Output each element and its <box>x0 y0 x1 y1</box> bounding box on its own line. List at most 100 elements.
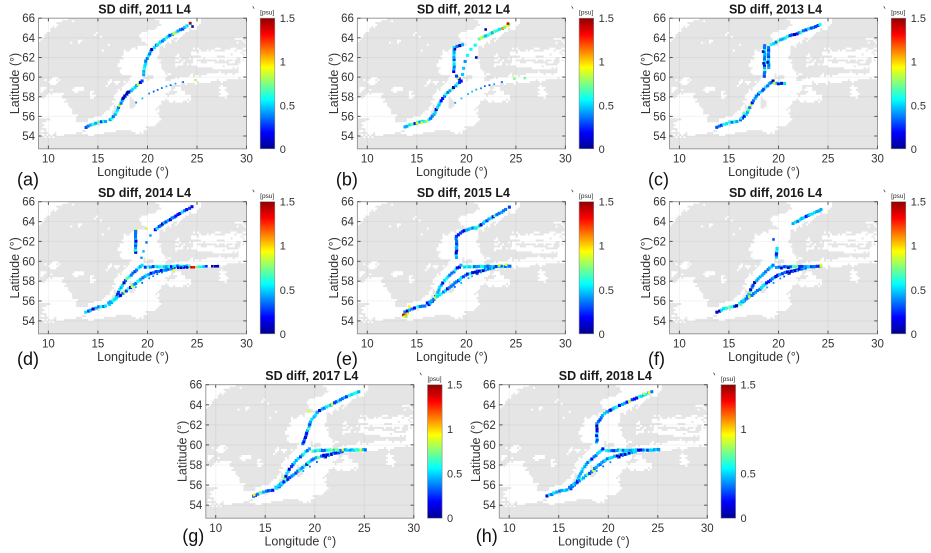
svg-text:SD diff, 2011 L4: SD diff, 2011 L4 <box>98 2 190 16</box>
svg-text:1: 1 <box>741 424 747 436</box>
svg-text:10: 10 <box>503 523 516 535</box>
svg-text:64: 64 <box>341 33 354 45</box>
svg-text:15: 15 <box>92 153 105 165</box>
svg-text:15: 15 <box>723 338 736 350</box>
svg-text:(g): (g) <box>182 526 204 546</box>
svg-text:58: 58 <box>341 92 354 104</box>
svg-text:64: 64 <box>22 217 35 229</box>
svg-text:(h): (h) <box>476 526 498 546</box>
svg-text:64: 64 <box>22 33 35 45</box>
svg-text:Longitude (°): Longitude (°) <box>97 165 169 179</box>
svg-text:Longitude (°): Longitude (°) <box>728 165 800 179</box>
svg-text:20: 20 <box>460 153 473 165</box>
svg-text:60: 60 <box>22 72 35 84</box>
svg-text:0.5: 0.5 <box>280 100 295 112</box>
svg-text:0.5: 0.5 <box>741 469 756 481</box>
svg-text:66: 66 <box>22 197 35 209</box>
svg-text:66: 66 <box>22 13 35 25</box>
svg-text:Longitude (°): Longitude (°) <box>558 535 630 549</box>
svg-text:25: 25 <box>191 153 204 165</box>
svg-text:30: 30 <box>871 338 884 350</box>
svg-text:56: 56 <box>22 111 35 123</box>
svg-text:Latitude (°): Latitude (°) <box>469 421 483 482</box>
svg-text:54: 54 <box>653 316 666 328</box>
svg-text:58: 58 <box>22 276 35 288</box>
svg-text:20: 20 <box>772 153 785 165</box>
svg-text:62: 62 <box>653 53 666 65</box>
svg-text:30: 30 <box>240 338 253 350</box>
svg-text:10: 10 <box>673 338 686 350</box>
svg-text:1: 1 <box>599 57 605 69</box>
svg-text:25: 25 <box>822 338 835 350</box>
svg-text:66: 66 <box>341 197 354 209</box>
svg-text:1: 1 <box>911 241 917 253</box>
svg-text:62: 62 <box>653 236 666 248</box>
svg-text:66: 66 <box>483 380 496 392</box>
svg-text:SD diff, 2017 L4: SD diff, 2017 L4 <box>265 369 358 383</box>
svg-text:SD diff, 2015 L4: SD diff, 2015 L4 <box>417 186 510 200</box>
svg-text:0.5: 0.5 <box>447 469 462 481</box>
svg-text:58: 58 <box>190 460 203 472</box>
svg-text:1.5: 1.5 <box>911 197 926 209</box>
svg-text:56: 56 <box>483 480 496 492</box>
svg-text:58: 58 <box>653 276 666 288</box>
svg-text:(c): (c) <box>648 169 669 189</box>
svg-text:54: 54 <box>341 316 354 328</box>
svg-text:60: 60 <box>483 440 496 452</box>
svg-text:60: 60 <box>653 256 666 268</box>
svg-text:[psu]: [psu] <box>721 376 735 383</box>
svg-text:1.5: 1.5 <box>280 197 295 209</box>
svg-text:Latitude (°): Latitude (°) <box>327 53 341 114</box>
svg-text:1.5: 1.5 <box>447 380 462 392</box>
svg-text:1: 1 <box>911 57 917 69</box>
svg-text:10: 10 <box>42 153 55 165</box>
svg-text:0: 0 <box>911 144 917 156</box>
svg-text:30: 30 <box>559 338 572 350</box>
svg-text:62: 62 <box>22 53 35 65</box>
svg-text:60: 60 <box>341 256 354 268</box>
svg-text:54: 54 <box>190 500 203 512</box>
svg-text:0.5: 0.5 <box>911 285 926 297</box>
svg-text:15: 15 <box>723 153 736 165</box>
svg-text:60: 60 <box>341 72 354 84</box>
svg-text:Latitude (°): Latitude (°) <box>327 237 341 298</box>
svg-text:1.5: 1.5 <box>741 380 756 392</box>
svg-text:Latitude (°): Latitude (°) <box>8 53 22 114</box>
svg-text:0: 0 <box>599 144 605 156</box>
svg-text:58: 58 <box>341 276 354 288</box>
svg-text:56: 56 <box>190 480 203 492</box>
svg-text:Latitude (°): Latitude (°) <box>8 237 22 298</box>
svg-text:60: 60 <box>653 72 666 84</box>
svg-text:SD diff, 2016 L4: SD diff, 2016 L4 <box>729 186 822 200</box>
svg-text:25: 25 <box>510 338 523 350</box>
svg-text:56: 56 <box>341 296 354 308</box>
svg-text:1: 1 <box>280 57 286 69</box>
svg-text:25: 25 <box>191 338 204 350</box>
svg-text:25: 25 <box>651 523 664 535</box>
svg-text:10: 10 <box>361 338 374 350</box>
svg-text:Longitude (°): Longitude (°) <box>728 350 800 364</box>
svg-text:(a): (a) <box>17 169 39 189</box>
svg-text:Longitude (°): Longitude (°) <box>97 350 169 364</box>
svg-text:15: 15 <box>92 338 105 350</box>
svg-text:Longitude (°): Longitude (°) <box>416 350 488 364</box>
svg-text:10: 10 <box>42 338 55 350</box>
svg-text:66: 66 <box>190 380 203 392</box>
svg-text:54: 54 <box>22 131 35 143</box>
svg-text:[psu]: [psu] <box>260 10 274 17</box>
svg-text:10: 10 <box>673 153 686 165</box>
svg-text:[psu]: [psu] <box>260 193 274 200</box>
svg-text:[psu]: [psu] <box>579 193 593 200</box>
svg-text:30: 30 <box>407 523 420 535</box>
svg-text:(f): (f) <box>648 349 665 369</box>
svg-text:30: 30 <box>559 153 572 165</box>
svg-text:0: 0 <box>741 513 747 525</box>
svg-text:1.5: 1.5 <box>280 13 295 25</box>
svg-text:25: 25 <box>358 523 371 535</box>
svg-text:1: 1 <box>447 424 453 436</box>
svg-text:58: 58 <box>653 92 666 104</box>
svg-text:30: 30 <box>871 153 884 165</box>
svg-text:0: 0 <box>599 329 605 341</box>
svg-text:62: 62 <box>341 53 354 65</box>
svg-text:56: 56 <box>653 296 666 308</box>
